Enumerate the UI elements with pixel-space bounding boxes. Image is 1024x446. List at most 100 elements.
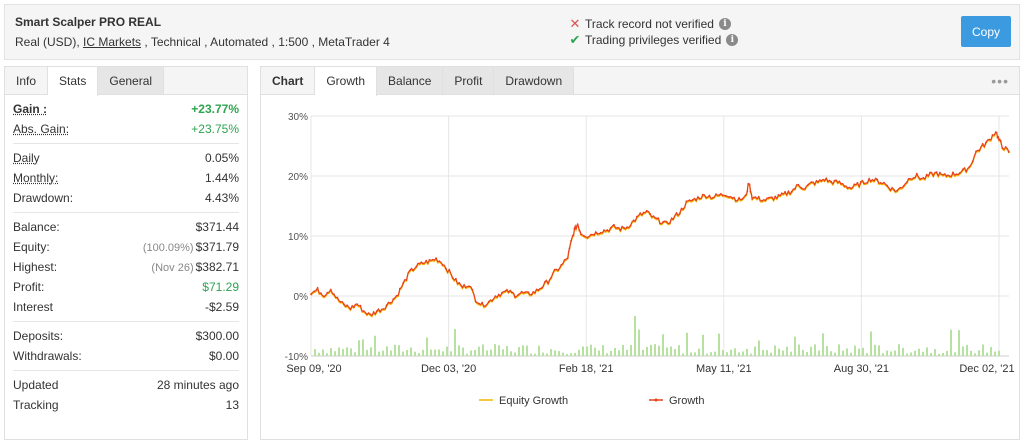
x-tick-label: Aug 30, '21 [834,363,889,375]
highest-date: (Nov 26) [151,262,194,274]
growth-point [389,302,391,304]
growth-point [912,177,915,179]
volume-bar [662,334,664,356]
volume-bar [942,353,944,356]
growth-point [455,277,457,280]
growth-point [746,190,749,193]
growth-point [978,149,981,152]
legend-growth-label[interactable]: Growth [669,395,704,407]
volume-bar [698,348,700,356]
growth-point [981,143,984,145]
legend-equity-label[interactable]: Equity Growth [499,395,568,407]
volume-bar [738,352,740,356]
tab-growth[interactable]: Growth [315,67,378,96]
growth-point [527,291,530,294]
growth-point [343,303,345,306]
volume-bar [398,345,400,356]
tab-general[interactable]: General [98,67,165,94]
track-record-status: ✕ Track record not verified i [568,16,731,32]
growth-point [543,281,546,283]
growth-point [445,267,447,270]
gain-group: Gain : +23.77% Abs. Gain: +23.75% [13,95,239,144]
info-icon[interactable]: i [726,34,739,46]
highest-value: $382.71 [195,260,239,274]
volume-bar [990,346,992,356]
growth-point [774,195,777,198]
volume-bar [602,345,604,356]
growth-point [547,282,549,285]
growth-point [622,226,625,229]
updated-value: 28 minutes ago [156,378,239,392]
tab-stats[interactable]: Stats [48,67,99,96]
volume-bar [882,353,884,356]
growth-point [422,262,424,265]
volume-bar [890,351,892,356]
growth-point [876,178,879,181]
volume-bar [822,333,824,356]
growth-point [757,195,760,198]
growth-point [998,139,1000,141]
tab-profit[interactable]: Profit [443,67,495,94]
tab-drawdown[interactable]: Drawdown [494,67,575,94]
gain-label[interactable]: Gain : [13,102,48,116]
volume-bars [314,316,1000,356]
growth-point [985,141,987,144]
volume-bar [374,335,376,356]
broker-link[interactable]: IC Markets [83,35,142,49]
daily-label[interactable]: Daily [13,151,40,165]
volume-bar [610,350,612,356]
stat-row-drawdown: Drawdown: 4.43% [13,188,239,208]
balance-value: $371.44 [195,220,239,234]
growth-point [568,247,571,250]
growth-point [395,294,398,297]
volume-bar [354,352,356,356]
growth-point [889,189,892,192]
growth-point [514,296,516,298]
volume-bar [402,351,404,356]
growth-point [336,296,339,299]
volume-bar [710,352,712,356]
growth-point [639,212,642,215]
growth-point [850,187,852,190]
volume-bar [790,351,792,356]
volume-bar [426,337,428,356]
tab-info[interactable]: Info [5,67,49,94]
growth-point [675,212,678,214]
info-icon[interactable]: i [718,18,731,30]
growth-point [771,196,773,199]
growth-point [902,185,905,188]
volume-bar [486,350,488,356]
growth-point [599,231,602,234]
growth-point [873,180,875,182]
growth-point [408,269,411,272]
volume-bar [782,350,784,356]
growth-point [754,196,757,199]
growth-point [945,175,948,177]
growth-point [333,293,335,296]
volume-bar [826,346,828,356]
volume-bar [666,347,668,356]
volume-bar [714,351,716,356]
growth-point [320,292,322,294]
volume-bar [566,353,568,356]
growth-point [649,213,651,215]
x-tick-label: May 11, '21 [696,363,752,375]
growth-point [1004,146,1007,148]
growth-point [738,197,740,199]
volume-bar [778,348,780,356]
volume-bar [742,351,744,356]
growth-point [474,300,477,303]
monthly-label[interactable]: Monthly: [13,171,59,185]
profit-label: Profit: [13,280,45,294]
volume-bar [930,353,932,356]
growth-point [504,290,507,293]
tab-balance[interactable]: Balance [377,67,444,94]
copy-button[interactable]: Copy [961,16,1011,47]
growth-point [715,193,717,196]
more-options-icon[interactable]: ••• [991,73,1009,89]
abs-gain-label[interactable]: Abs. Gain: [13,122,70,136]
volume-bar [446,346,448,356]
growth-point [932,174,935,177]
volume-bar [954,352,956,356]
legend-growth-marker [654,398,658,402]
